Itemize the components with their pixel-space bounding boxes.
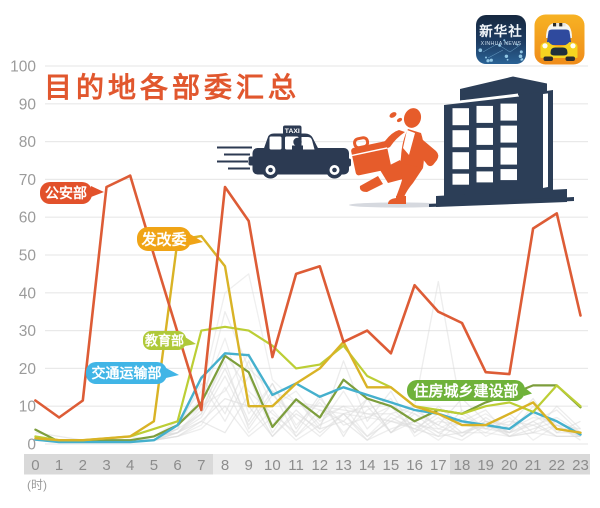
svg-text:100: 100: [10, 59, 36, 76]
svg-text:TAXI: TAXI: [285, 128, 300, 135]
svg-text:19: 19: [477, 457, 494, 474]
svg-text:60: 60: [19, 210, 37, 227]
svg-text:2: 2: [79, 457, 87, 474]
svg-text:18: 18: [454, 457, 471, 474]
svg-text:17: 17: [430, 457, 447, 474]
svg-text:5: 5: [150, 457, 158, 474]
svg-text:16: 16: [406, 457, 423, 474]
svg-text:40: 40: [19, 285, 37, 302]
svg-text:20: 20: [19, 361, 37, 378]
svg-text:70: 70: [19, 172, 37, 189]
svg-text:8: 8: [221, 457, 229, 474]
svg-text:新华社: 新华社: [479, 23, 523, 39]
svg-text:3: 3: [102, 457, 110, 474]
svg-text:XINHUA NEWS: XINHUA NEWS: [481, 41, 522, 47]
svg-text:交通运输部: 交通运输部: [92, 365, 162, 381]
svg-text:7: 7: [197, 457, 205, 474]
svg-text:80: 80: [19, 134, 37, 151]
svg-text:4: 4: [126, 457, 134, 474]
svg-text:30: 30: [19, 323, 37, 340]
svg-text:15: 15: [383, 457, 400, 474]
svg-text:(时): (时): [27, 478, 47, 492]
svg-text:发改委: 发改委: [140, 230, 186, 248]
svg-text:10: 10: [264, 457, 281, 474]
svg-text:12: 12: [311, 457, 328, 474]
svg-text:21: 21: [525, 457, 542, 474]
svg-text:90: 90: [19, 96, 37, 113]
svg-text:22: 22: [548, 457, 565, 474]
svg-text:目的地各部委汇总: 目的地各部委汇总: [44, 71, 300, 103]
svg-text:6: 6: [173, 457, 181, 474]
svg-text:9: 9: [245, 457, 253, 474]
svg-text:1: 1: [55, 457, 63, 474]
svg-text:10: 10: [19, 399, 37, 416]
svg-text:23: 23: [572, 457, 589, 474]
svg-text:11: 11: [288, 457, 304, 474]
svg-text:13: 13: [335, 457, 352, 474]
svg-text:0: 0: [31, 457, 39, 474]
svg-text:0: 0: [27, 437, 36, 454]
svg-text:20: 20: [501, 457, 518, 474]
svg-text:14: 14: [359, 457, 376, 474]
svg-text:教育部: 教育部: [144, 333, 184, 348]
svg-text:公安部: 公安部: [45, 185, 87, 201]
svg-text:50: 50: [19, 248, 37, 265]
svg-text:住房城乡建设部: 住房城乡建设部: [413, 382, 518, 400]
